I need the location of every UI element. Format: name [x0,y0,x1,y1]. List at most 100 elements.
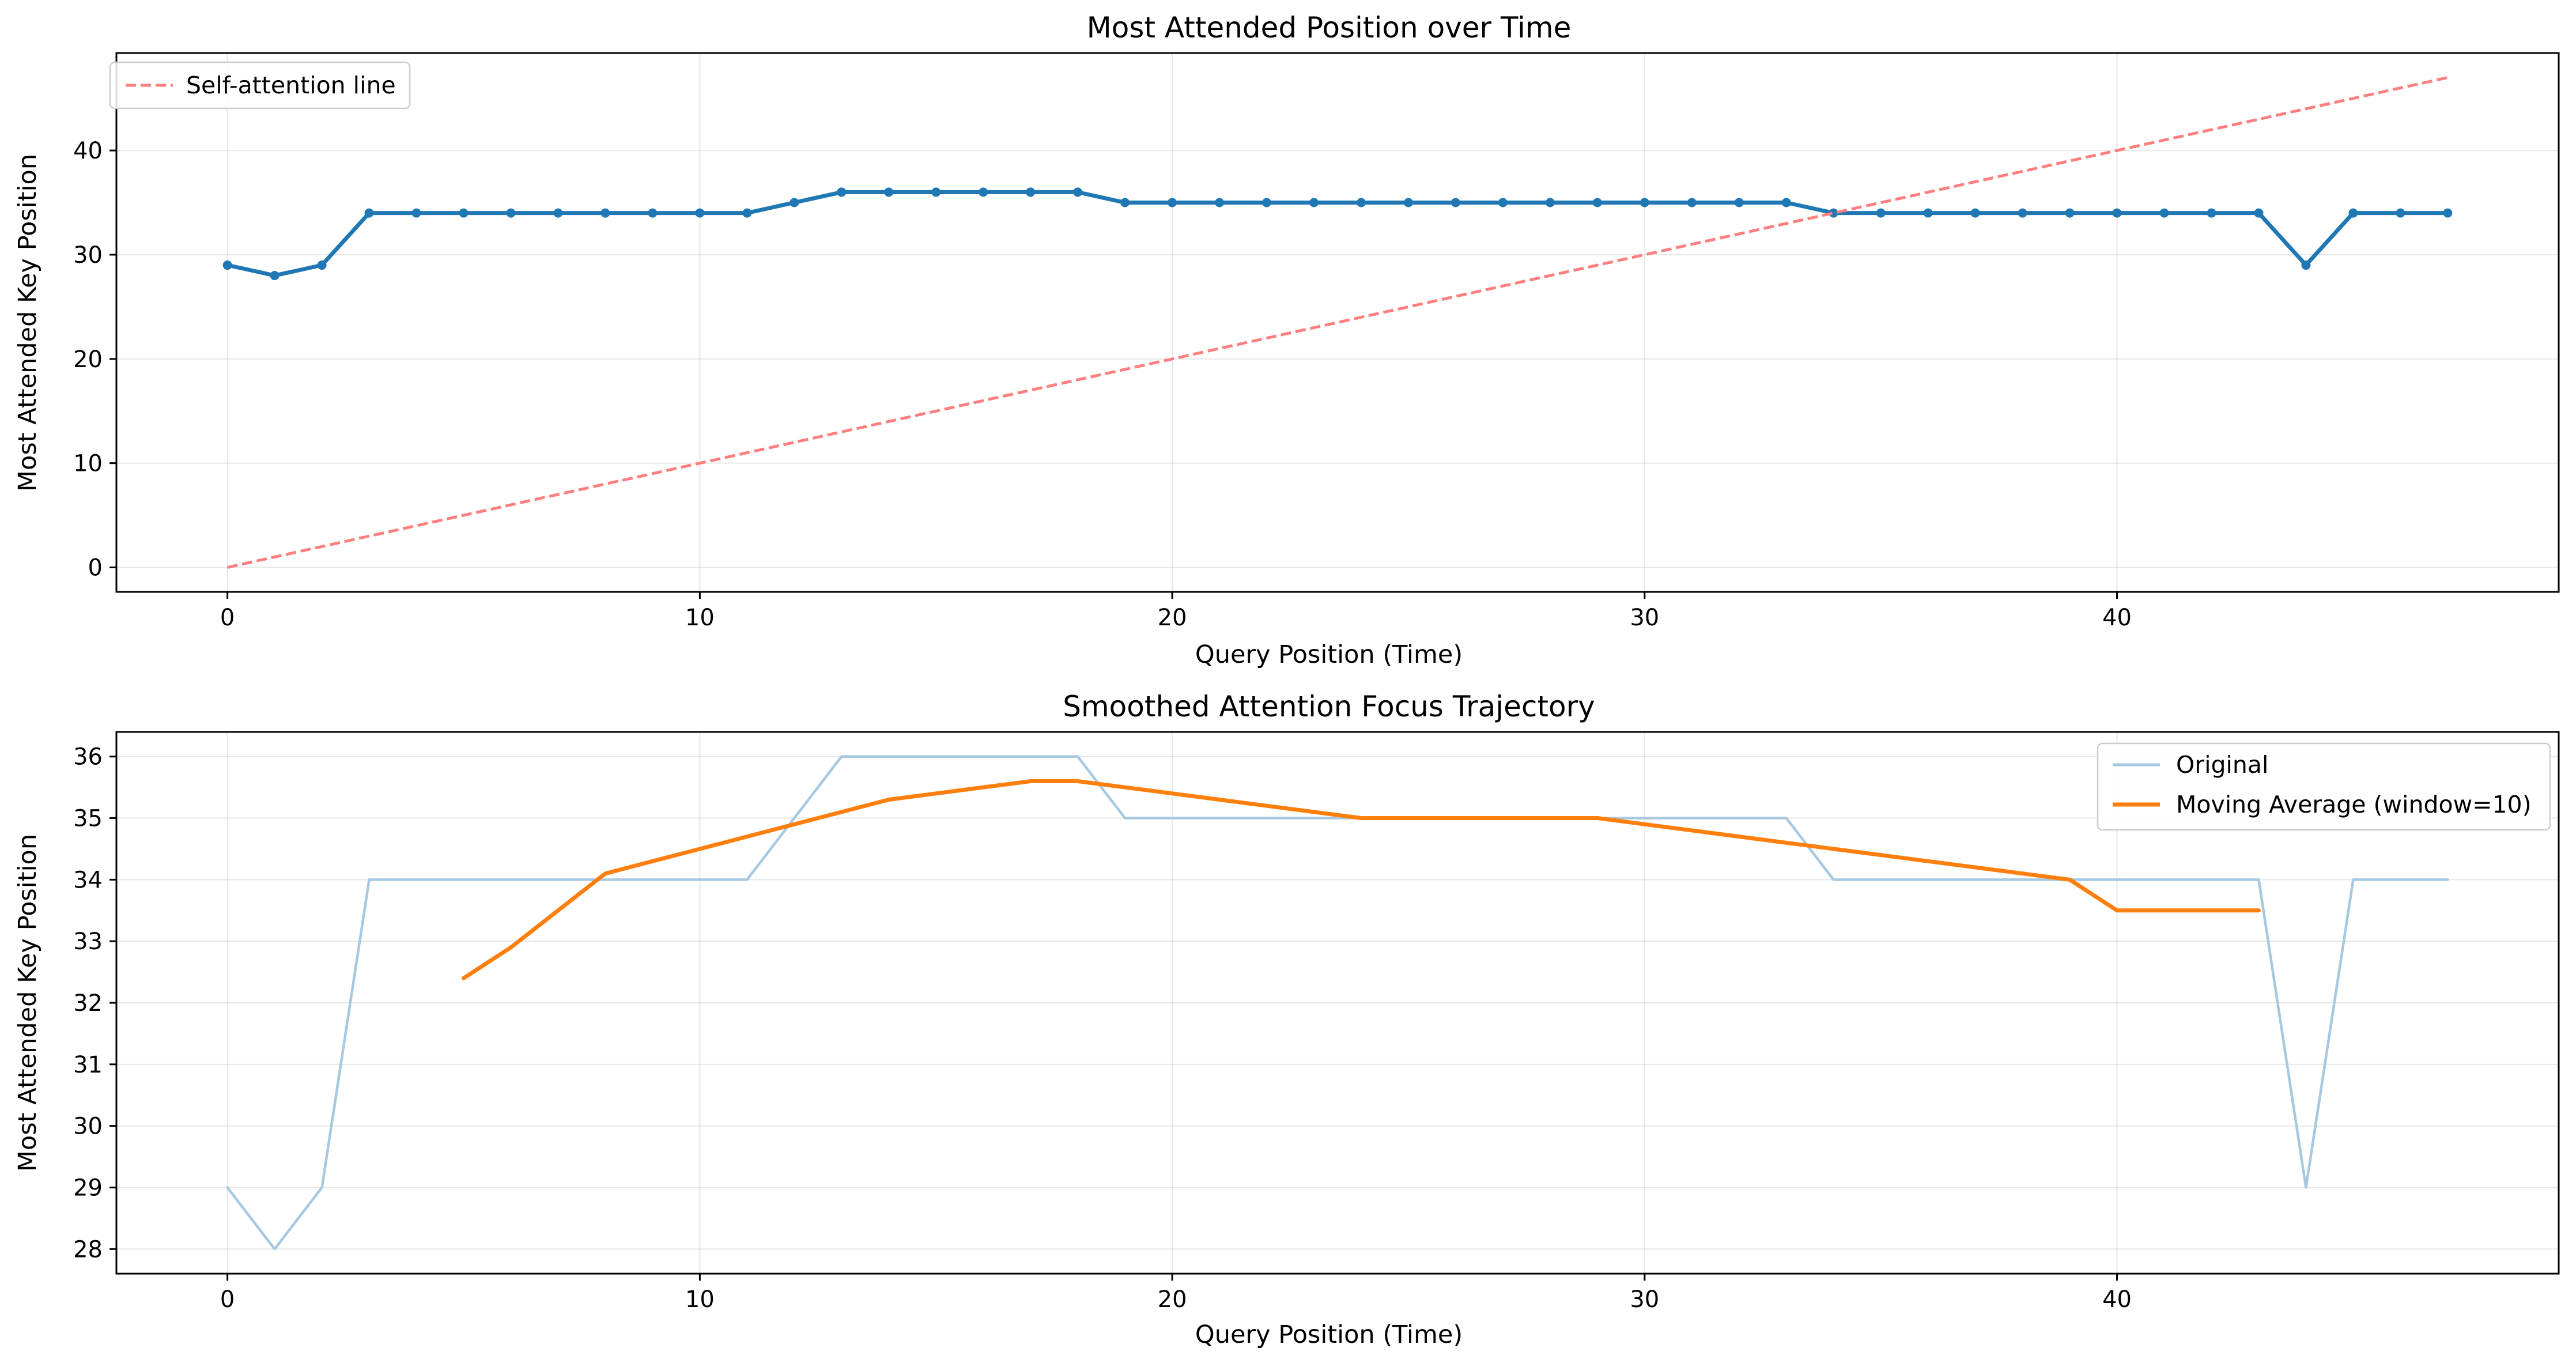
chart-1-plot-frame [115,52,2560,593]
chart-2-x-tick-label: 0 [220,1286,235,1313]
chart-1-series-0-point [1309,198,1319,207]
chart-2-x-tick-label: 20 [1158,1286,1187,1313]
chart-1-legend-box [109,61,411,110]
chart-2-series [226,755,2449,1251]
chart-1-x-tick-label: 10 [685,605,715,631]
chart-1-legend-label-self-attention: Self-attention line [186,71,396,99]
chart-1-x-tick-label: 30 [1630,605,1659,631]
chart-1-series-0-point [1356,198,1366,207]
chart-1-series-0-point [1120,198,1130,207]
chart-1-series-0-point [1498,198,1508,207]
chart-1-series-0-point [1734,198,1744,207]
chart-2-y-tick-label: 36 [73,744,103,771]
chart-1-series-0-point [1970,208,1980,218]
chart-2-legend-label-original: Original [2176,751,2268,779]
chart-1-y-tick-label: 20 [73,346,103,373]
chart-1-series-0-point [790,198,799,207]
chart-2-x-tick-label: 30 [1630,1286,1659,1313]
chart-1-series-0-point [1403,198,1413,207]
chart-2-legend-label-moving-average: Moving Average (window=10) [2176,791,2532,818]
chart-1-series [222,76,2453,569]
chart-1-series-0-point [411,208,421,218]
chart-1-series-0-point [1545,198,1555,207]
chart-2-y-tick-label: 31 [73,1052,103,1078]
chart-1-y-tick-label: 30 [73,242,103,269]
chart-1-x-axis-label: Query Position (Time) [1195,640,1463,669]
chart-1-series-0-point [222,260,232,270]
chart-1-x-tick-label: 20 [1158,605,1187,631]
chart-2-y-tick-label: 34 [73,867,103,893]
chart-1-legend: Self-attention line [109,61,411,110]
chart-1-series-0-point [2112,208,2122,218]
chart-1-series-0-point [2159,208,2169,218]
chart-2-y-ticks: 28 29 30 31 32 33 34 35 36 [73,744,116,1263]
chart-2-y-tick-label: 32 [73,990,103,1017]
chart-2-y-tick-label: 33 [73,928,103,955]
chart-1-series-0-point [742,208,752,218]
chart-1-series-0-point [1026,187,1036,197]
chart-1-y-tick-label: 10 [73,451,103,477]
chart-1-series-0-point [317,260,327,270]
chart-1-grid [116,53,2559,592]
chart-1-x-tick-label: 40 [2102,605,2132,631]
chart-1-series-0-point [1640,198,1649,207]
chart-2-y-axis-label: Most Attended Key Position [13,834,42,1172]
chart-1-series-0-point [2301,260,2311,270]
chart-1-series-0-point [1168,198,1177,207]
chart-2-legend: Original Moving Average (window=10) [2097,742,2551,831]
chart-1-series-0-point [1687,198,1697,207]
chart-1-series-1-line [227,76,2448,569]
chart-1-series-0-point [2018,208,2027,218]
chart-1-y-tick-label: 0 [88,555,103,582]
chart-2-legend-box [2097,742,2551,831]
chart-1-series-0-point [1781,198,1791,207]
chart-1-series-0-point [2065,208,2075,218]
chart-1-series-0-point [695,208,705,218]
chart-1-series-0-point [600,208,610,218]
chart-2-grid [116,732,2559,1274]
chart-1-series-0-point [506,208,516,218]
chart-1-title: Most Attended Position over Time [1087,11,1572,44]
chart-1-x-tick-label: 0 [220,605,235,631]
chart-1-series-0-point [553,208,563,218]
chart-2-y-tick-label: 30 [73,1113,103,1140]
chart-1-series-0-point [979,187,988,197]
chart-1-x-ticks: 0 10 20 30 40 [220,592,2132,631]
chart-1-y-tick-label: 40 [73,138,103,164]
chart-1-series-0-point [1923,208,1933,218]
chart-2-y-tick-label: 35 [73,806,103,832]
chart-1-series-0-point [2254,208,2264,218]
chart-2-x-tick-label: 40 [2102,1286,2132,1313]
chart-1-series-0-point [2207,208,2216,218]
chart-1-series-0-point [2443,208,2453,218]
chart-1-series-0-point [2348,208,2358,218]
chart-1-series-0-point [1073,187,1083,197]
chart-1: Most Attended Position over Time 0 10 20 30… [13,11,2560,669]
chart-1-series-0-point [1451,198,1460,207]
chart-2-y-tick-label: 28 [73,1236,103,1263]
chart-1-series-0-point [1829,208,1838,218]
chart-2-title: Smoothed Attention Focus Trajectory [1063,690,1595,723]
chart-1-series-0-point [1592,198,1602,207]
chart-1-series-0-point [931,187,941,197]
chart-1-series-0-point [459,208,469,218]
chart-2-x-ticks: 0 10 20 30 40 [220,1274,2132,1313]
chart-2-x-axis-label: Query Position (Time) [1195,1320,1463,1349]
chart-1-series-0-point [837,187,847,197]
chart-1-y-ticks: 0 10 20 30 40 [73,138,116,582]
chart-1-y-axis-label: Most Attended Key Position [13,154,42,492]
chart-2-y-tick-label: 29 [73,1175,103,1201]
chart-1-series-0-point [1262,198,1272,207]
chart-1-series-0-line [225,190,2450,278]
chart-1-series-0-point [364,208,374,218]
chart-2-x-tick-label: 10 [685,1286,715,1313]
chart-1-series-0-point [2396,208,2405,218]
chart-2: Smoothed Attention Focus Trajectory 0 10 2… [13,690,2560,1349]
chart-1-series-0-point [648,208,658,218]
chart-2-series-1-line [462,779,2261,980]
chart-1-series-0-point [884,187,894,197]
chart-1-series-0-point [270,271,279,281]
chart-1-series-0-point [1215,198,1225,207]
chart-1-series-0-point [1876,208,1886,218]
